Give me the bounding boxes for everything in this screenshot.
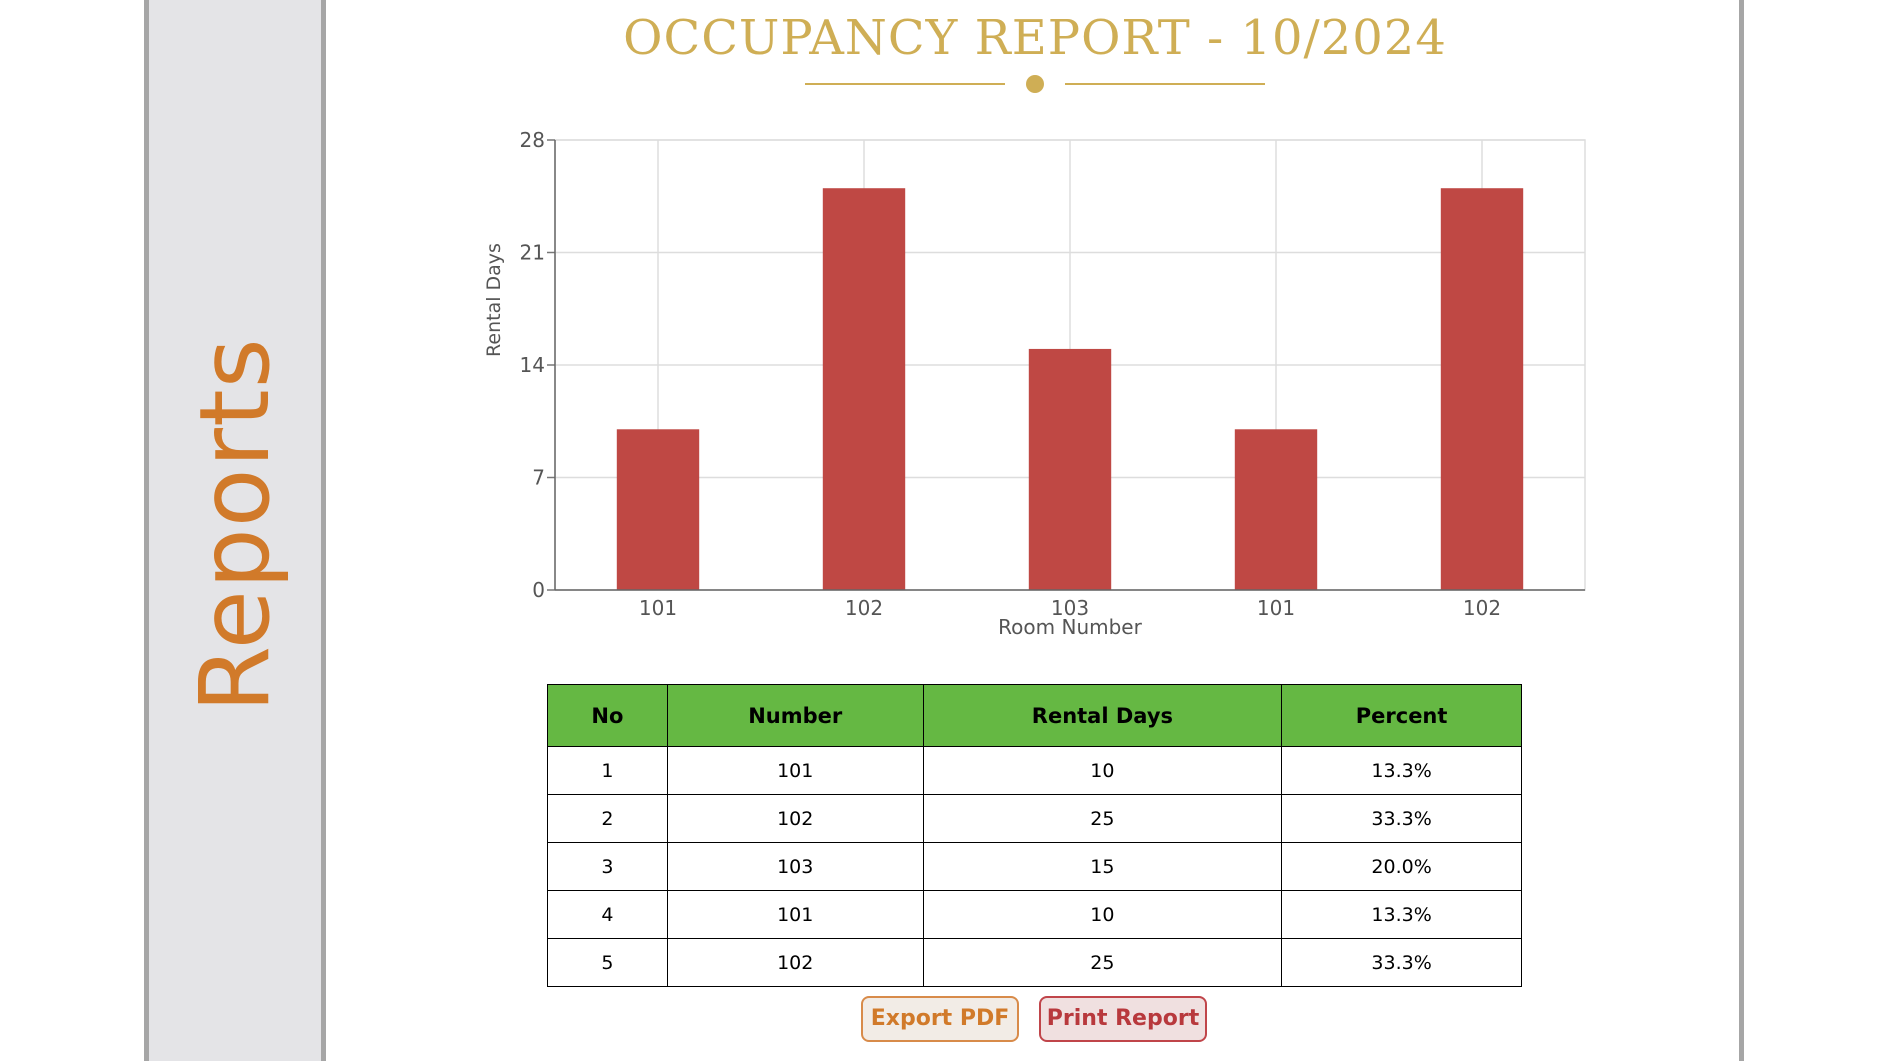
bar [822,188,906,590]
cell-percent: 20.0% [1281,842,1522,891]
print-report-button[interactable]: Print Report [1039,996,1207,1042]
y-tick-label: 14 [520,353,545,377]
cell-rental-days: 25 [922,938,1283,987]
x-tick-label: 103 [1051,596,1089,620]
header-rental-days: Rental Days [922,684,1283,747]
bar [1234,429,1318,590]
cell-no: 4 [547,890,668,939]
y-tick-label: 0 [532,578,545,602]
cell-no: 3 [547,842,668,891]
y-axis-label: Rental Days [483,243,505,357]
table-row: 4 101 10 13.3% [547,890,1522,939]
sidebar-title: Reports [179,337,291,713]
header-no: No [547,684,668,747]
x-tick-label: 101 [1257,596,1295,620]
divider-dot [1026,75,1044,93]
content-right-border [1739,0,1744,1061]
table-row: 3 103 15 20.0% [547,842,1522,891]
x-tick-label: 101 [639,596,677,620]
cell-percent: 33.3% [1281,794,1522,843]
bar [1440,188,1524,590]
title-divider [805,75,1265,93]
export-pdf-button[interactable]: Export PDF [861,996,1019,1042]
table-row: 5 102 25 33.3% [547,938,1522,987]
cell-no: 1 [547,746,668,795]
occupancy-table: No Number Rental Days Percent 1 101 10 1… [547,684,1522,987]
cell-percent: 13.3% [1281,890,1522,939]
occupancy-bar-chart: 0 7 14 21 28 101 102 103 101 102 Room Number Rental… [483,130,1586,639]
cell-no: 5 [547,938,668,987]
cell-percent: 33.3% [1281,938,1522,987]
x-axis-label: Room Number [998,615,1142,639]
cell-percent: 13.3% [1281,746,1522,795]
cell-rental-days: 10 [922,746,1283,795]
bar [616,429,700,590]
cell-number: 103 [666,842,924,891]
bar [1028,348,1112,590]
y-tick-label: 7 [532,466,545,490]
x-tick-label: 102 [1463,596,1501,620]
cell-no: 2 [547,794,668,843]
cell-number: 102 [666,794,924,843]
y-tick-label: 21 [520,241,545,265]
table-row: 2 102 25 33.3% [547,794,1522,843]
sidebar: Reports [144,0,326,1061]
cell-rental-days: 25 [922,794,1283,843]
y-tick-label: 28 [520,130,545,152]
table-header-row: No Number Rental Days Percent [547,684,1522,747]
table-row: 1 101 10 13.3% [547,746,1522,795]
cell-number: 101 [666,890,924,939]
cell-number: 102 [666,938,924,987]
cell-rental-days: 15 [922,842,1283,891]
page-title: OCCUPANCY REPORT - 10/2024 [623,10,1447,66]
cell-rental-days: 10 [922,890,1283,939]
cell-number: 101 [666,746,924,795]
x-tick-label: 102 [845,596,883,620]
header-number: Number [666,684,924,747]
header-percent: Percent [1281,684,1522,747]
